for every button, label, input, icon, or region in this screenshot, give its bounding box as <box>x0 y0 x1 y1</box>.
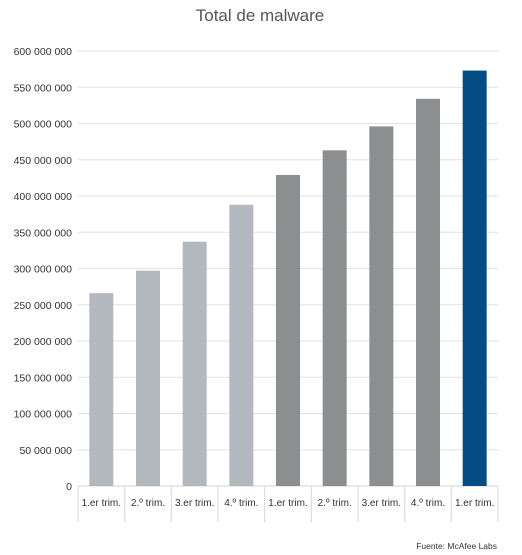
y-tick-label: 0 <box>66 481 72 493</box>
bar <box>322 150 347 486</box>
x-tick-label: 3.er trim. <box>362 498 401 509</box>
y-tick-label: 350 000 000 <box>14 227 73 239</box>
y-tick-label: 600 000 000 <box>14 46 73 58</box>
y-tick-label: 400 000 000 <box>14 191 73 203</box>
x-tick-label: 3.er trim. <box>175 498 214 509</box>
y-tick-label: 150 000 000 <box>14 372 73 384</box>
bar <box>416 98 440 486</box>
bar <box>136 270 160 486</box>
y-tick-label: 100 000 000 <box>14 409 73 421</box>
bar <box>462 70 487 486</box>
y-tick-label: 50 000 000 <box>19 445 72 457</box>
x-tick-label: 1.er trim. <box>82 498 121 509</box>
bar <box>89 293 114 486</box>
x-tick-label: 1.er trim. <box>455 498 494 509</box>
x-tick-label: 4.º trim. <box>224 498 258 509</box>
y-axis-ticks: 0 50 000 000 100 000 000 150 000 000 200 000… <box>14 46 73 493</box>
x-tick-label: 1.er trim. <box>268 498 307 509</box>
x-tick-label: 2.º trim. <box>131 498 165 509</box>
y-tick-label: 200 000 000 <box>14 336 73 348</box>
bar <box>369 126 394 487</box>
y-tick-label: 250 000 000 <box>14 300 73 312</box>
x-axis-ticks: 1.er trim. 2.º trim. 3.er trim. 4.º trim. 1.… <box>77 486 499 522</box>
y-tick-label: 500 000 000 <box>14 119 73 131</box>
bar <box>229 204 254 486</box>
x-tick-label: 2.º trim. <box>318 498 352 509</box>
bars <box>89 70 487 487</box>
y-tick-label: 550 000 000 <box>14 82 73 94</box>
y-tick-label: 450 000 000 <box>14 155 73 167</box>
source-note: Fuente: McAfee Labs <box>416 541 497 551</box>
chart-title: Total de malware <box>196 6 325 25</box>
y-tick-label: 300 000 000 <box>14 264 73 276</box>
bar <box>276 174 300 486</box>
bar <box>182 241 207 486</box>
x-tick-label: 4.º trim. <box>411 498 445 509</box>
